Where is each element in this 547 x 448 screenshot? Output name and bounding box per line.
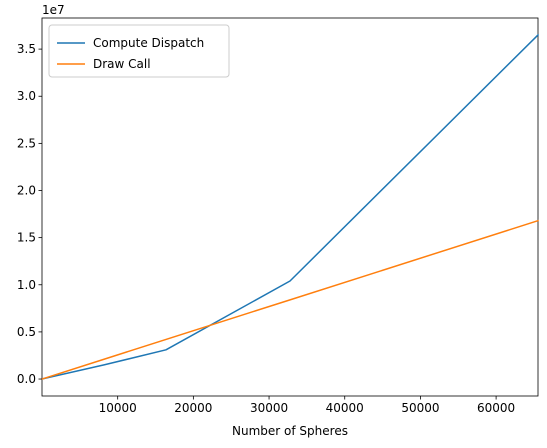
y-axis-offset-text: 1e7 xyxy=(42,3,65,17)
y-tick-label: 3.5 xyxy=(17,42,36,56)
legend: Compute Dispatch Draw Call xyxy=(48,24,230,78)
x-tick-label: 10000 xyxy=(99,401,137,415)
series-line-1 xyxy=(41,219,539,380)
x-tick-label: 40000 xyxy=(326,401,364,415)
x-tick-label: 30000 xyxy=(250,401,288,415)
plot-area xyxy=(41,17,540,397)
legend-label-1: Draw Call xyxy=(93,57,151,71)
series-layer xyxy=(41,33,540,380)
y-tick-label: 1.5 xyxy=(17,231,36,245)
x-tick-label: 60000 xyxy=(477,401,515,415)
y-tick-label: 0.0 xyxy=(17,372,36,386)
x-axis-label: Number of Spheres xyxy=(232,424,348,438)
x-tick-label: 50000 xyxy=(401,401,439,415)
x-tick-label: 20000 xyxy=(174,401,212,415)
legend-box xyxy=(48,24,230,78)
y-tick-label: 0.5 xyxy=(17,325,36,339)
series-line-0 xyxy=(41,33,540,380)
y-tick-label: 2.0 xyxy=(17,184,36,198)
y-tick-label: 1.0 xyxy=(17,278,36,292)
plot-frame xyxy=(41,17,539,397)
x-axis: 10000 20000 30000 40000 50000 60000 xyxy=(99,396,515,415)
y-axis: 0.0 0.5 1.0 1.5 2.0 2.5 3.0 3.5 xyxy=(17,42,42,386)
y-tick-label: 3.0 xyxy=(17,89,36,103)
y-tick-label: 2.5 xyxy=(17,136,36,150)
legend-label-0: Compute Dispatch xyxy=(93,36,204,50)
